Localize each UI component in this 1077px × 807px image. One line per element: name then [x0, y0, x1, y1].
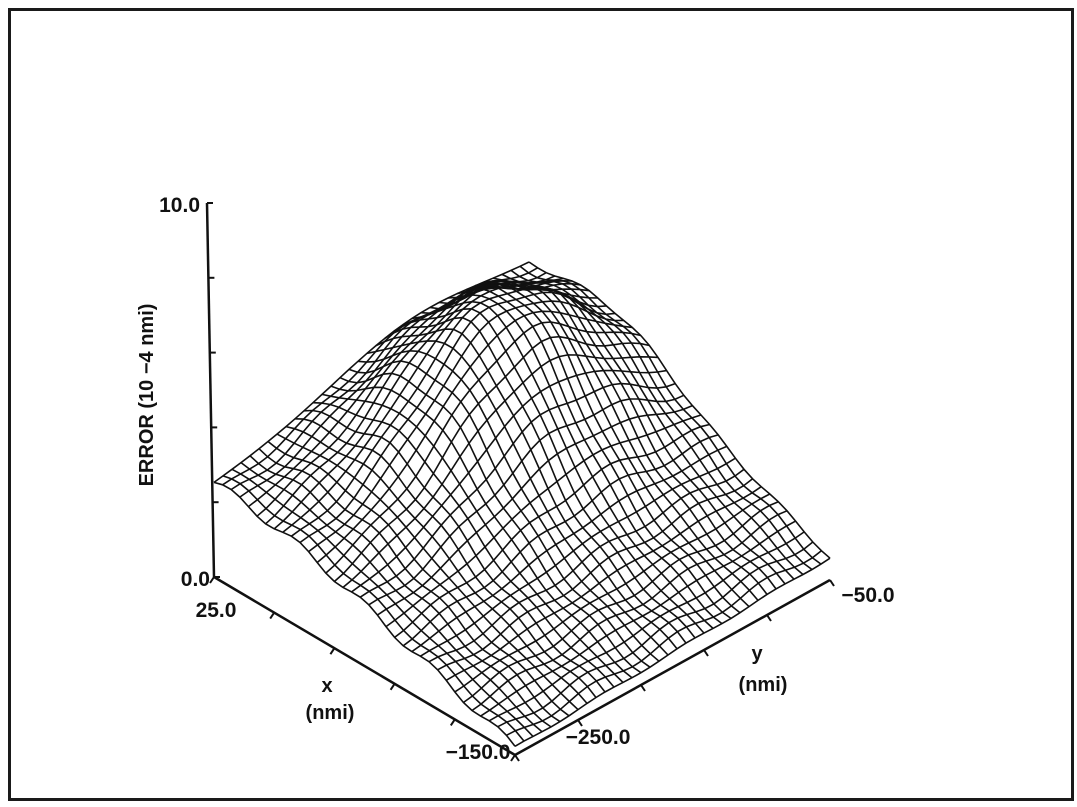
- mesh-line-y-3: [240, 461, 543, 733]
- x-axis-tick-1: [269, 612, 276, 620]
- mesh-line-x-11: [308, 300, 624, 553]
- mesh-line-y-30: [483, 280, 786, 585]
- y-axis-tick-0: [514, 754, 520, 762]
- mesh-line-x-32: [488, 531, 805, 722]
- y-tick-label-end: −50.0: [841, 584, 894, 607]
- mesh-line-y-32: [501, 273, 804, 576]
- x-tick-label-end: −150.0: [446, 741, 511, 764]
- mesh-line-y-11: [312, 401, 615, 688]
- mesh-line-x-17: [359, 382, 676, 598]
- mesh-line-x-18: [368, 394, 685, 606]
- mesh-line-x-15: [342, 354, 659, 589]
- mesh-line-y-19: [384, 316, 687, 644]
- x-axis-tick-2: [329, 647, 336, 655]
- mesh-line-y-31: [492, 277, 795, 580]
- mesh-line-x-4: [247, 277, 564, 508]
- mesh-line-y-4: [249, 455, 552, 728]
- y-axis-line: [514, 578, 831, 757]
- mesh-line-x-27: [445, 486, 762, 681]
- mesh-line-y-26: [447, 283, 750, 608]
- mesh-line-x-16: [351, 369, 667, 593]
- mesh-line-y-10: [303, 409, 606, 693]
- mesh-line-y-27: [456, 284, 759, 601]
- z-axis-label: ERROR (10 −4 nmi): [136, 304, 158, 487]
- z-axis-line: [205, 202, 216, 578]
- y-axis-label: y: [751, 643, 763, 665]
- x-axis-tick-4: [449, 718, 456, 726]
- mesh-line-y-17: [366, 340, 669, 656]
- y-axis-tick-5: [829, 579, 835, 587]
- mesh-line-x-22: [402, 434, 719, 647]
- mesh-line-x-14: [333, 335, 650, 583]
- mesh-line-y-12: [321, 393, 624, 683]
- mesh-line-y-29: [474, 281, 777, 590]
- mesh-line-x-31: [480, 520, 796, 717]
- mesh-line-y-16: [357, 349, 660, 662]
- mesh-line-y-34: [519, 265, 822, 565]
- mesh-line-y-33: [510, 269, 813, 571]
- x-axis-tick-0: [209, 576, 215, 584]
- mesh-line-x-24: [419, 457, 736, 657]
- mesh-line-y-20: [393, 307, 696, 639]
- mesh-line-y-0: [213, 481, 516, 747]
- mesh-line-y-8: [285, 425, 588, 704]
- mesh-line-y-18: [375, 328, 678, 650]
- mesh-line-y-15: [348, 360, 651, 668]
- x-axis-label: x: [321, 675, 332, 697]
- y-tick-label-start: −250.0: [566, 726, 631, 749]
- mesh-line-x-25: [428, 468, 745, 663]
- figure-frame: [8, 8, 1074, 801]
- z-tick-label-max: 10.0: [159, 194, 200, 217]
- mesh-line-y-6: [267, 440, 570, 717]
- x-axis-line: [213, 575, 516, 757]
- y-axis-tick-2: [640, 684, 646, 692]
- x-axis-unit: (nmi): [306, 702, 355, 724]
- mesh-line-x-19: [376, 404, 693, 616]
- y-axis-unit: (nmi): [739, 674, 788, 696]
- mesh-line-x-26: [437, 478, 754, 671]
- mesh-line-x-30: [471, 510, 788, 712]
- y-axis-tick-3: [703, 649, 709, 657]
- mesh-line-x-29: [462, 501, 779, 704]
- x-tick-label-start: 25.0: [196, 599, 237, 622]
- mesh-line-x-35: [514, 557, 831, 747]
- mesh-line-y-35: [528, 261, 831, 559]
- mesh-line-x-13: [325, 321, 641, 574]
- mesh-line-y-9: [294, 418, 597, 698]
- mesh-line-y-21: [402, 300, 705, 634]
- axes: [205, 202, 835, 762]
- y-axis-tick-4: [766, 614, 772, 622]
- mesh-line-y-2: [231, 468, 534, 737]
- x-axis-tick-3: [389, 683, 396, 691]
- mesh-line-y-25: [438, 282, 741, 614]
- mesh-line-x-21: [394, 423, 710, 639]
- mesh-line-y-1: [222, 475, 525, 742]
- mesh-line-x-12: [316, 310, 633, 564]
- mesh-line-x-34: [506, 550, 822, 737]
- surface-mesh: [213, 261, 831, 747]
- y-axis-tick-1: [577, 719, 583, 727]
- mesh-line-x-33: [497, 541, 814, 728]
- mesh-line-y-14: [339, 372, 642, 674]
- x-axis-tick-5: [510, 754, 516, 762]
- mesh-line-y-7: [276, 433, 579, 711]
- mesh-line-x-23: [411, 445, 728, 653]
- mesh-line-y-5: [258, 448, 561, 723]
- z-tick-label-min: 0.0: [181, 568, 210, 591]
- mesh-line-y-13: [330, 385, 633, 679]
- mesh-line-x-28: [454, 493, 771, 693]
- mesh-line-x-20: [385, 414, 702, 628]
- axis-ticks: [207, 202, 835, 762]
